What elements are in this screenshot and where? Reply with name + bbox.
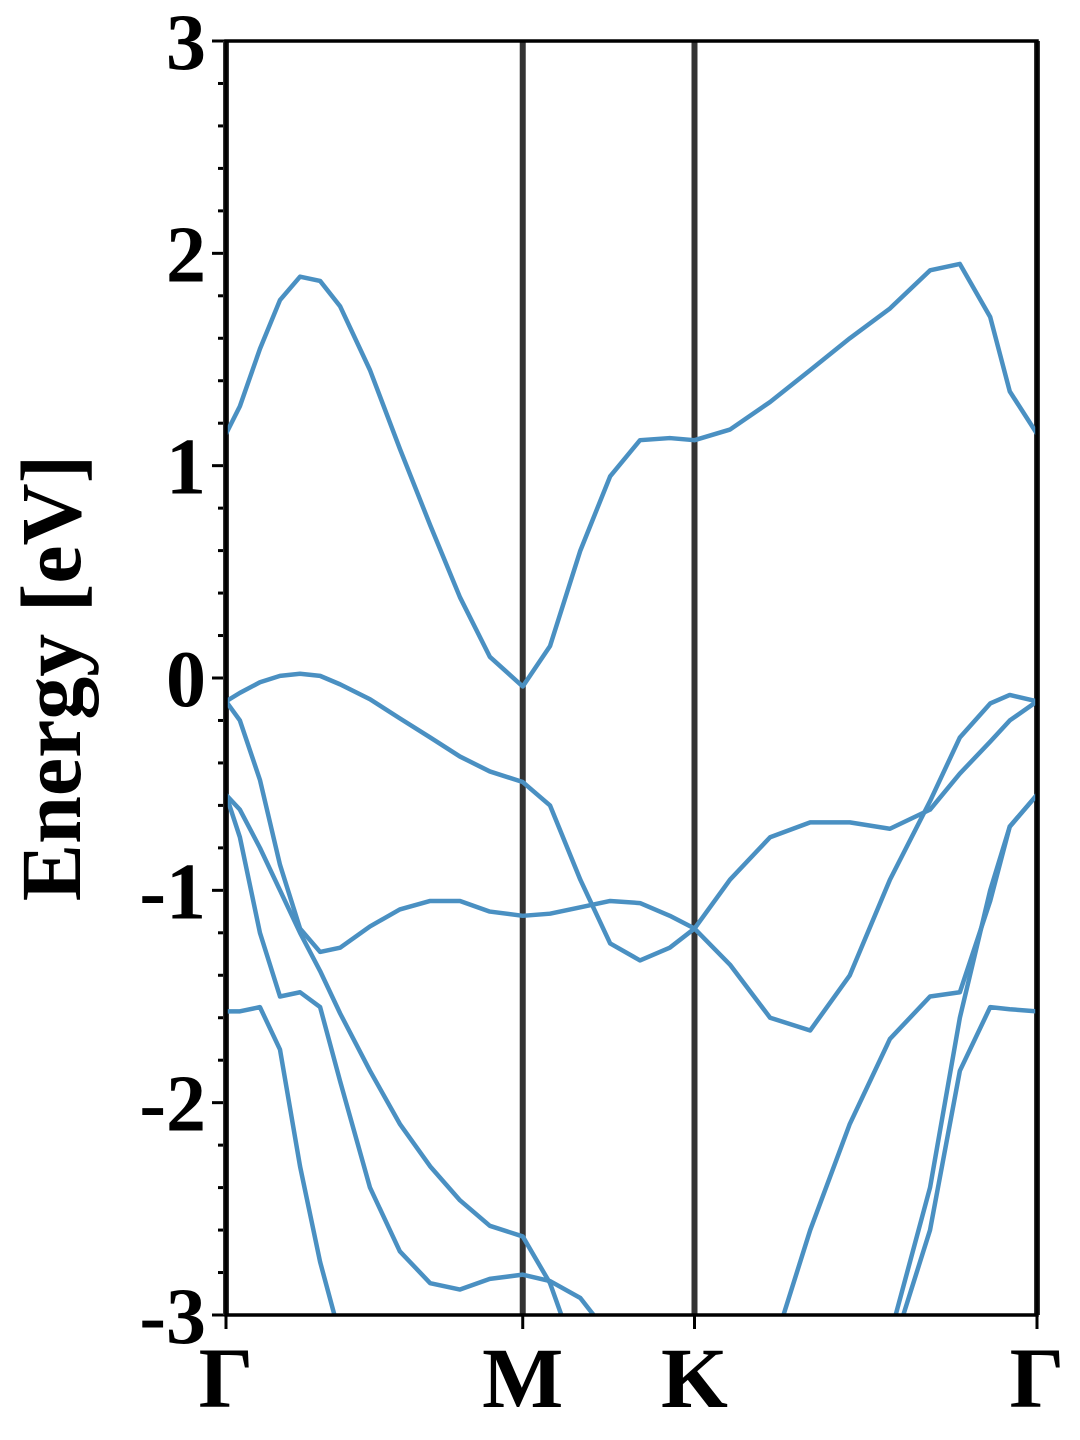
bands <box>226 261 1037 1315</box>
band-line <box>226 671 1037 963</box>
x-tick-label: K <box>661 1330 728 1426</box>
y-tick-label: -2 <box>139 1061 206 1149</box>
y-tick-label: 0 <box>166 636 206 724</box>
plot-frame <box>224 39 1039 1317</box>
band-line <box>226 793 1037 1315</box>
y-tick-label: 3 <box>166 0 206 87</box>
x-tick-label: Γ <box>199 1330 254 1426</box>
y-tick-label: -3 <box>139 1273 206 1361</box>
y-tick-label: 2 <box>166 211 206 299</box>
band-line <box>226 692 1037 1033</box>
band-line <box>226 1004 1037 1315</box>
x-tick-label: M <box>482 1330 563 1426</box>
x-tick-label: Γ <box>1010 1330 1065 1426</box>
y-tick-label: 1 <box>166 424 206 512</box>
band-line <box>226 261 1037 689</box>
y-axis-label: Energy [eV] <box>3 455 99 902</box>
y-tick-label: -1 <box>139 848 206 936</box>
